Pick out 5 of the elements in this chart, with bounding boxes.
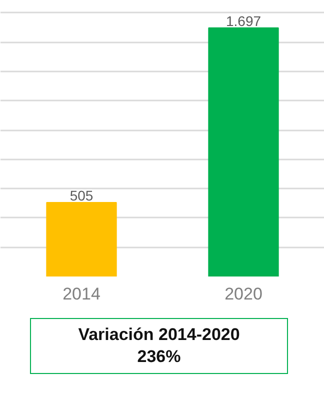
- data-label: 1.697: [226, 12, 262, 29]
- x-tick-label: 2014: [62, 284, 100, 304]
- text: Variación 2014-2020 236%: [30, 318, 288, 374]
- x-tick-label: 2020: [224, 284, 262, 304]
- data-label: 505: [70, 188, 94, 204]
